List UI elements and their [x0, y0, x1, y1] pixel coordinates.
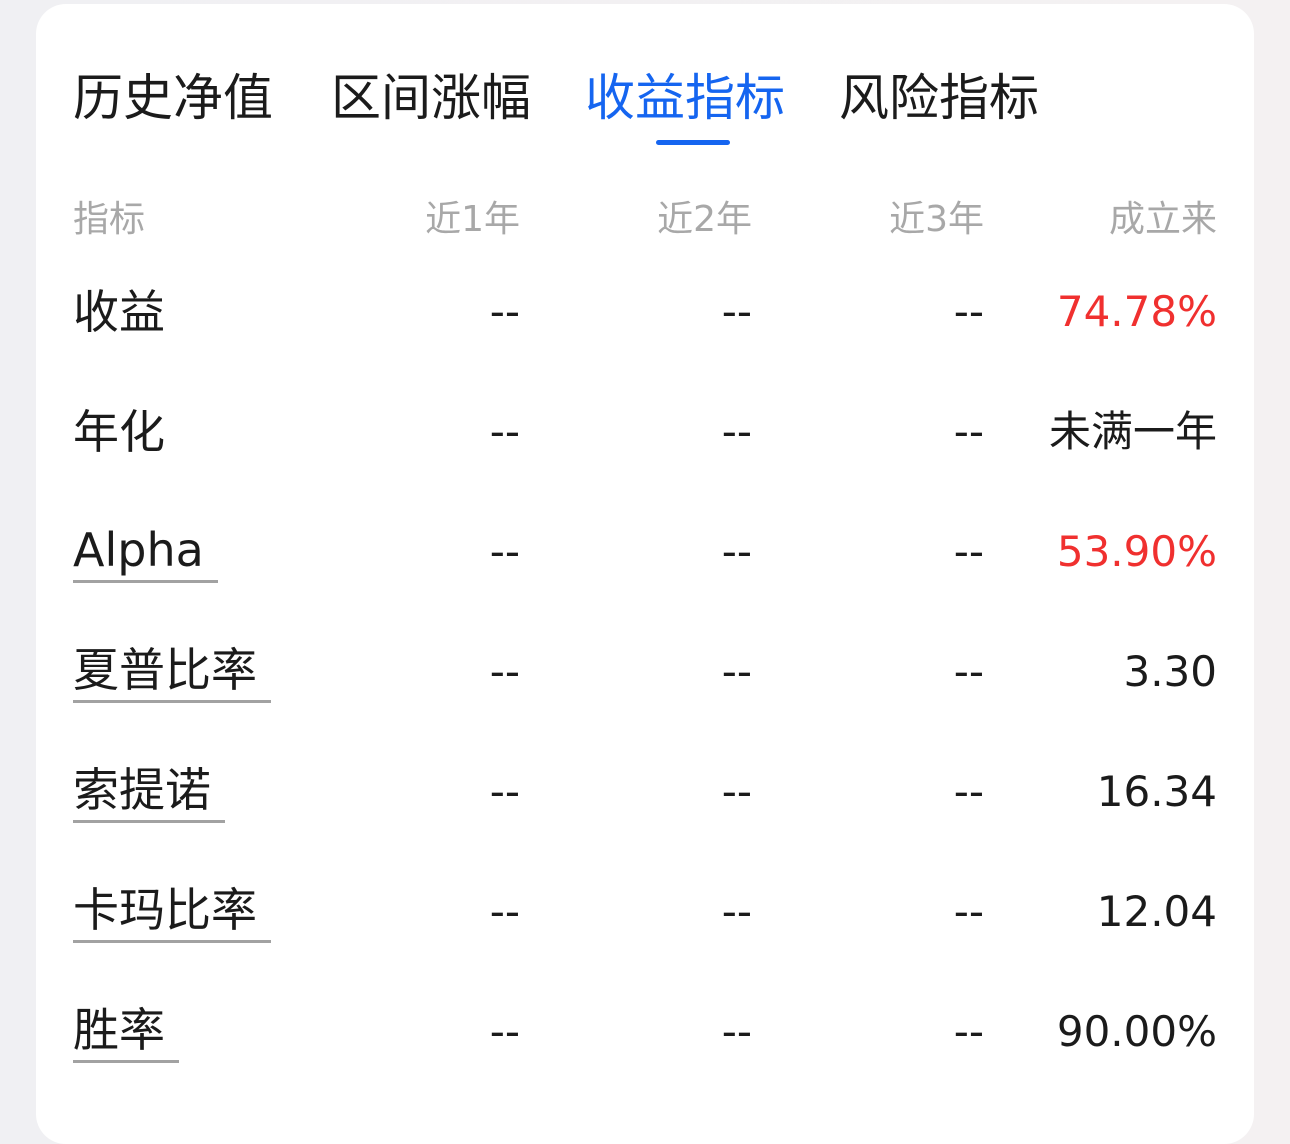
- table-row: 年化 -- -- -- 未满一年: [36, 400, 1254, 470]
- metric-value: --: [489, 767, 520, 816]
- metric-label[interactable]: 卡玛比率: [73, 880, 271, 943]
- metric-value: --: [489, 407, 520, 456]
- metric-value: --: [953, 767, 984, 816]
- metric-value: --: [953, 647, 984, 696]
- active-tab-indicator: [656, 140, 730, 145]
- metric-value: --: [721, 767, 752, 816]
- metric-value: --: [489, 527, 520, 576]
- table-row: 卡玛比率 -- -- -- 12.04: [36, 880, 1254, 950]
- metric-value: --: [721, 1007, 752, 1056]
- metric-value: --: [489, 647, 520, 696]
- metric-value: --: [489, 1007, 520, 1056]
- metric-value: --: [953, 527, 984, 576]
- tab-period-change[interactable]: 区间涨幅: [331, 69, 531, 127]
- metric-value: --: [721, 647, 752, 696]
- metric-label[interactable]: 夏普比率: [73, 640, 271, 703]
- header-1y: 近1年: [425, 199, 520, 240]
- header-3y: 近3年: [889, 199, 984, 240]
- table-row: 索提诺 -- -- -- 16.34: [36, 760, 1254, 830]
- metric-value: --: [721, 287, 752, 336]
- metric-value: 未满一年: [1048, 407, 1217, 456]
- metric-value: --: [489, 287, 520, 336]
- table-row: 夏普比率 -- -- -- 3.30: [36, 640, 1254, 710]
- metric-label[interactable]: 胜率: [73, 1000, 179, 1063]
- metric-value: 90.00%: [1056, 1007, 1217, 1056]
- metric-value: 3.30: [1123, 647, 1217, 696]
- metric-value: --: [953, 1007, 984, 1056]
- tab-risk-metrics[interactable]: 风险指标: [839, 69, 1039, 127]
- table-row: Alpha -- -- -- 53.90%: [36, 520, 1254, 590]
- metric-label: 收益: [73, 285, 165, 339]
- metric-value: --: [721, 887, 752, 936]
- metric-value: 12.04: [1096, 887, 1217, 936]
- metric-value: --: [953, 287, 984, 336]
- metric-value: 74.78%: [1056, 287, 1217, 336]
- metric-value: --: [721, 407, 752, 456]
- metric-value: --: [489, 887, 520, 936]
- header-2y: 近2年: [657, 199, 752, 240]
- header-since-inception: 成立来: [1108, 199, 1217, 240]
- metric-label[interactable]: Alpha: [73, 520, 218, 583]
- header-metric: 指标: [73, 199, 146, 240]
- metric-value: 53.90%: [1056, 527, 1217, 576]
- metric-label[interactable]: 索提诺: [73, 760, 225, 823]
- fund-metrics-card: 历史净值 区间涨幅 收益指标 风险指标 指标 近1年 近2年 近3年 成立来 收…: [36, 4, 1254, 1144]
- metric-value: 16.34: [1096, 767, 1217, 816]
- metric-value: --: [953, 407, 984, 456]
- metric-value: --: [721, 527, 752, 576]
- metric-label: 年化: [73, 405, 165, 459]
- tab-nav-history[interactable]: 历史净值: [73, 69, 273, 127]
- table-row: 收益 -- -- -- 74.78%: [36, 280, 1254, 350]
- metric-value: --: [953, 887, 984, 936]
- table-row: 胜率 -- -- -- 90.00%: [36, 1000, 1254, 1070]
- tab-return-metrics[interactable]: 收益指标: [585, 69, 785, 127]
